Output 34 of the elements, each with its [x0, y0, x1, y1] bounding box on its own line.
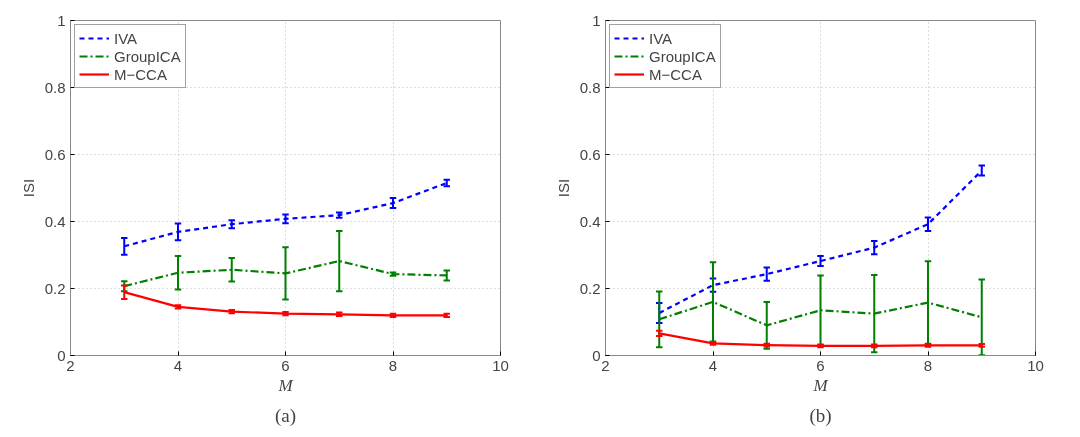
y-tick-label: 0.2 [44, 279, 66, 297]
legend-label: GroupICA [649, 47, 716, 65]
y-tick-label: 0.6 [44, 145, 66, 163]
x-tick-label: 10 [492, 356, 509, 374]
y-tick-label: 0.4 [579, 212, 601, 230]
y-tick-label: 0 [57, 346, 66, 364]
x-tick-label: 4 [173, 356, 183, 374]
x-axis-title: M [812, 375, 829, 395]
legend-label: GroupICA [114, 47, 181, 65]
legend-label: IVA [649, 29, 673, 47]
legend-label: M−CCA [649, 65, 702, 83]
x-tick-label: 8 [388, 356, 398, 374]
x-tick-label: 10 [1027, 356, 1044, 374]
y-axis-title: ISI [19, 178, 37, 198]
y-tick-label: 0.6 [579, 145, 601, 163]
x-tick-label: 8 [923, 356, 933, 374]
y-tick-label: 0 [592, 346, 601, 364]
x-tick-label: 6 [281, 356, 290, 374]
legend-label: IVA [114, 29, 138, 47]
y-axis-title: ISI [554, 178, 572, 198]
y-tick-label: 0.8 [579, 78, 601, 96]
y-tick-label: 1 [57, 11, 66, 29]
x-axis-title: M [277, 375, 294, 395]
y-tick-label: 0.4 [44, 212, 66, 230]
x-tick-label: 4 [708, 356, 718, 374]
text: (a) [274, 404, 297, 427]
legend-label: M−CCA [114, 65, 167, 83]
x-tick-label: 2 [601, 356, 610, 374]
y-tick-label: 0.8 [44, 78, 66, 96]
x-tick-label: 2 [66, 356, 75, 374]
y-tick-label: 1 [592, 11, 601, 29]
y-tick-label: 0.2 [579, 279, 601, 297]
text: (b) [809, 404, 832, 427]
x-tick-label: 6 [816, 356, 825, 374]
